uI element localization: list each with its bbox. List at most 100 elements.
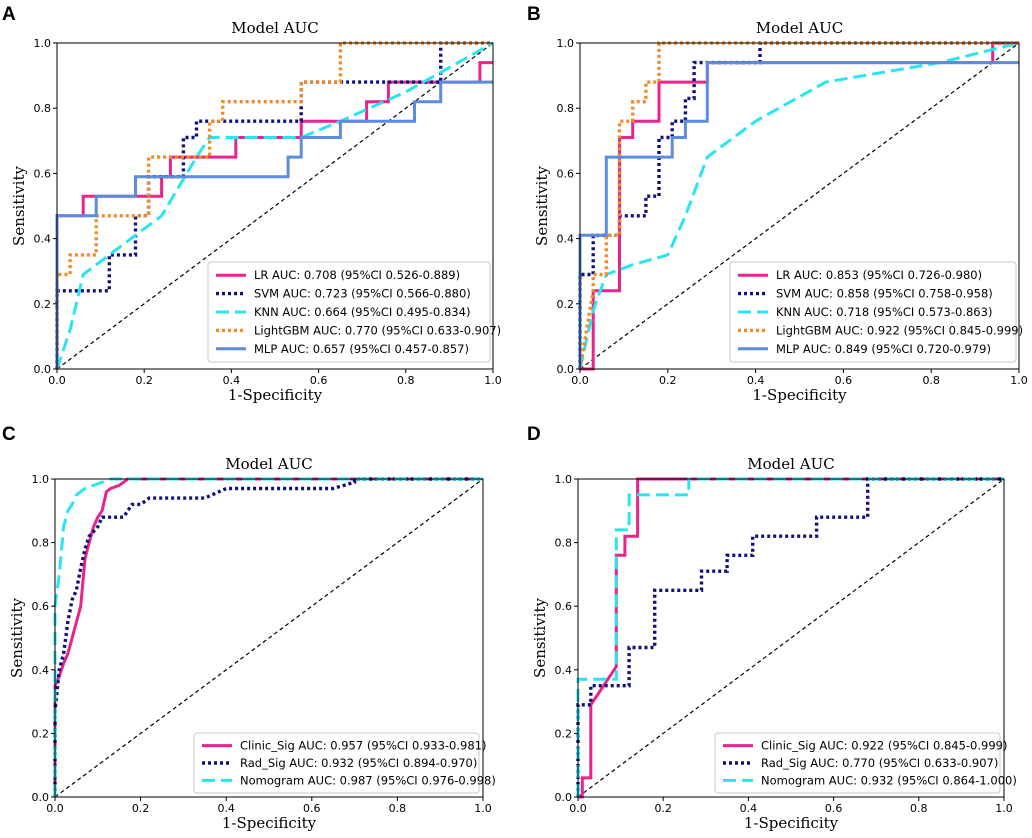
x-tick-label: 0.0 [46,802,64,815]
roc-curve-knn [55,41,494,370]
legend-entry: Nomogram AUC: 0.932 (95%CI 0.864-1.000) [761,773,1017,787]
legend-box [714,732,1001,794]
x-axis-label: 1-Specificity [228,386,323,404]
x-tick-label: 1.0 [1010,374,1028,387]
legend-entry: LR AUC: 0.853 (95%CI 0.726-0.980) [776,268,982,282]
x-tick-label: 0.4 [740,802,758,815]
roc-curve-clinic-sig [53,477,483,797]
y-tick-label: 0.0 [555,791,573,804]
legend-entry: MLP AUC: 0.849 (95%CI 0.720-0.979) [776,342,991,356]
legend-box [207,261,491,363]
y-tick-label: 0.8 [557,102,575,115]
chart-title: Model AUC [231,19,318,37]
y-tick-label: 0.0 [557,363,575,376]
roc-curve-nomogram [53,477,483,797]
roc-panel-d: D Model AUC 0.0 0.2 0.4 0.6 0.8 1.0 0.0 0.2 0.4 0.6… [527,424,1017,832]
y-axis-label: Sensitivity [8,598,26,678]
panel-letter: B [527,4,541,25]
legend-entry: Nomogram AUC: 0.987 (95%CI 0.976-0.998) [240,773,496,787]
plot-frame [577,478,1005,798]
x-tick-label: 0.2 [654,802,672,815]
roc-curve-lightgbm [55,41,493,369]
panel-letter: A [2,4,16,25]
y-tick-label: 1.0 [555,473,573,486]
x-tick-label: 0.0 [48,374,66,387]
y-tick-label: 0.6 [32,600,50,613]
x-tick-label: 0.8 [397,374,415,387]
x-tick-label: 0.0 [571,374,589,387]
y-tick-label: 0.0 [32,791,50,804]
plot-frame [56,42,494,370]
chart-title: Model AUC [225,455,312,473]
legend-entry: MLP AUC: 0.657 (95%CI 0.457-0.857) [254,342,469,356]
x-tick-label: 0.4 [223,374,241,387]
y-axis-label: Sensitivity [10,166,28,246]
legend-entry: Rad_Sig AUC: 0.770 (95%CI 0.633-0.907) [761,756,998,770]
legend-entry: Clinic_Sig AUC: 0.922 (95%CI 0.845-0.999… [761,739,1007,753]
x-axis-label: 1-Specificity [744,814,839,832]
y-tick-label: 1.0 [557,37,575,50]
roc-panel-a: A Model AUC 0.0 0.2 0.4 0.6 0.8 1.0 0.0 0.2 0.4 0.6… [2,4,502,404]
roc-curve-knn [578,41,1020,370]
legend: LR AUC: 0.708 (95%CI 0.526-0.889) SVM AUC… [207,261,501,363]
legend-entry: LightGBM AUC: 0.770 (95%CI 0.633-0.907) [254,323,501,337]
y-tick-label: 0.2 [557,298,575,311]
roc-curve-mlp [55,80,493,369]
y-tick-label: 0.2 [555,727,573,740]
y-tick-label: 0.4 [32,664,50,677]
x-tick-label: 1.0 [484,374,502,387]
x-tick-label: 0.8 [922,374,940,387]
chart-title: Model AUC [756,19,843,37]
y-tick-label: 0.8 [32,537,50,550]
roc-curve-clinic-sig [578,477,1004,799]
x-tick-label: 1.0 [995,802,1013,815]
legend-entry: Rad_Sig AUC: 0.932 (95%CI 0.894-0.970) [240,756,477,770]
roc-panel-b: B Model AUC 0.0 0.2 0.4 0.6 0.8 1.0 0.0 0.2 0.4 0.6… [527,4,1028,404]
legend-box [729,261,1017,363]
y-tick-label: 0.0 [34,363,52,376]
y-tick-label: 0.2 [32,727,50,740]
y-tick-label: 0.6 [555,600,573,613]
x-axis-label: 1-Specificity [752,386,847,404]
legend-entry: LightGBM AUC: 0.922 (95%CI 0.845-0.999) [776,323,1023,337]
y-axis-label: Sensitivity [531,598,549,678]
legend-box [193,732,480,794]
panel-letter: D [527,424,541,445]
legend-entry: SVM AUC: 0.723 (95%CI 0.566-0.880) [254,287,471,301]
legend: LR AUC: 0.853 (95%CI 0.726-0.980) SVM AUC… [729,261,1023,363]
plot-frame [579,42,1020,370]
x-tick-label: 0.2 [132,802,150,815]
x-axis-label: 1-Specificity [222,814,317,832]
x-tick-label: 0.4 [217,802,235,815]
y-tick-label: 0.4 [557,233,575,246]
x-tick-label: 0.2 [135,374,153,387]
y-tick-label: 1.0 [34,37,52,50]
x-tick-label: 0.6 [303,802,321,815]
roc-curve-mlp [578,61,1019,369]
roc-curve-rad-sig [53,477,483,797]
legend-entry: Clinic_Sig AUC: 0.957 (95%CI 0.933-0.981… [240,739,486,753]
y-tick-label: 0.8 [34,102,52,115]
x-tick-label: 0.6 [310,374,328,387]
roc-curve-nomogram [576,477,1004,797]
roc-panel-c: C Model AUC 0.0 0.2 0.4 0.6 0.8 1.0 0.0 0.2 0.4 0.6… [2,424,496,832]
x-tick-label: 0.6 [825,802,843,815]
x-tick-label: 0.2 [659,374,677,387]
legend-entry: SVM AUC: 0.858 (95%CI 0.758-0.958) [776,287,993,301]
roc-curve-lightgbm [578,41,1019,370]
x-tick-label: 0.6 [835,374,853,387]
y-tick-label: 0.4 [34,233,52,246]
y-tick-label: 1.0 [32,473,50,486]
reference-diagonal-line [579,42,1020,370]
plot-frame [54,478,484,798]
roc-curve-lr [55,61,493,369]
y-tick-label: 0.8 [555,537,573,550]
legend: Clinic_Sig AUC: 0.957 (95%CI 0.933-0.981… [193,732,496,794]
x-tick-label: 0.0 [569,802,587,815]
legend-entry: KNN AUC: 0.718 (95%CI 0.573-0.863) [776,305,992,319]
x-tick-label: 0.8 [389,802,407,815]
y-tick-label: 0.2 [34,298,52,311]
x-tick-label: 1.0 [474,802,492,815]
y-tick-label: 0.6 [34,167,52,180]
